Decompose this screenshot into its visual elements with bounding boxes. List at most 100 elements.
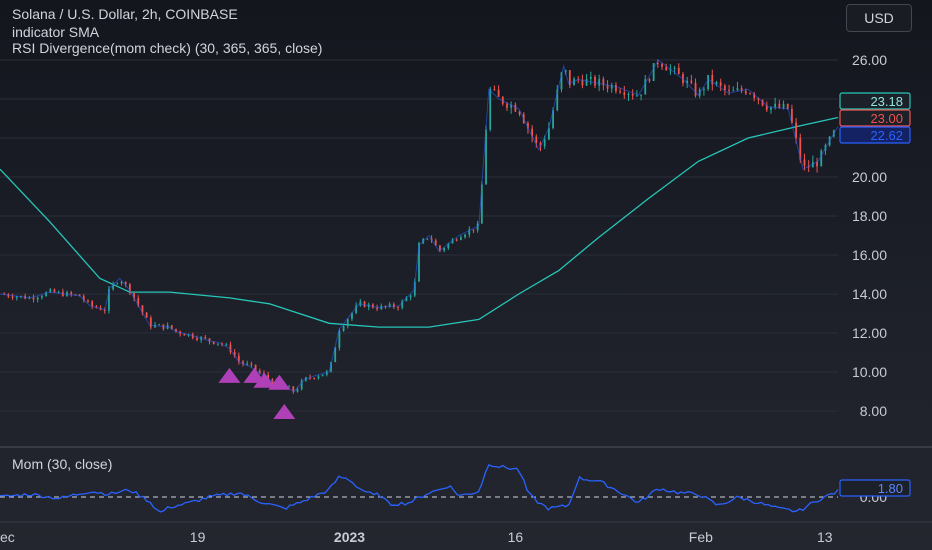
candle-body bbox=[133, 293, 135, 299]
candle-body bbox=[237, 355, 240, 362]
candle-body bbox=[816, 161, 818, 167]
marker-layer bbox=[218, 367, 296, 419]
mom-layer bbox=[0, 464, 839, 513]
candle-body bbox=[665, 66, 668, 71]
candle-body bbox=[455, 239, 458, 241]
candle-body bbox=[74, 294, 77, 296]
candle-body bbox=[120, 282, 123, 284]
candle-body bbox=[208, 338, 211, 342]
candle-body bbox=[141, 305, 144, 313]
candle-body bbox=[418, 243, 420, 282]
candle-body bbox=[711, 74, 714, 85]
candle-body bbox=[497, 89, 500, 97]
mom-value-tag: 1.80 bbox=[878, 481, 903, 496]
x-tick-label: 19 bbox=[190, 529, 206, 545]
candle-body bbox=[619, 91, 622, 93]
candle-body bbox=[363, 301, 366, 308]
candle-body bbox=[355, 305, 358, 313]
candle-body bbox=[103, 309, 106, 311]
candle-body bbox=[36, 297, 39, 300]
candle-body bbox=[765, 105, 768, 110]
candle-body bbox=[652, 63, 655, 81]
candle-body bbox=[409, 295, 412, 298]
sma-layer bbox=[0, 116, 839, 328]
candle-body bbox=[535, 136, 538, 143]
candle-body bbox=[300, 380, 303, 390]
y-tick-label: 20.00 bbox=[852, 169, 887, 185]
price-line bbox=[0, 59, 839, 393]
candle-body bbox=[799, 137, 802, 160]
candle-body bbox=[723, 85, 726, 91]
y-tick-label: 14.00 bbox=[852, 286, 887, 302]
divergence-marker bbox=[253, 372, 276, 388]
candle-body bbox=[673, 67, 676, 69]
candle-body bbox=[401, 301, 404, 308]
candle-body bbox=[589, 76, 592, 79]
candle-body bbox=[439, 245, 441, 251]
indicator-rsi-divergence-label[interactable]: RSI Divergence(mom check) (30, 365, 365,… bbox=[12, 40, 323, 56]
candle-body bbox=[770, 106, 772, 110]
candle-body bbox=[736, 88, 739, 91]
candle-body bbox=[560, 72, 563, 90]
candle-body bbox=[405, 297, 408, 302]
candle-body bbox=[728, 90, 730, 92]
candle-body bbox=[686, 80, 689, 84]
candle-body bbox=[112, 283, 115, 290]
rsi-price-tag-box bbox=[839, 126, 911, 144]
candle-body bbox=[225, 344, 228, 346]
candle-body bbox=[778, 103, 781, 108]
candle-body bbox=[749, 93, 751, 95]
candle-body bbox=[392, 304, 395, 308]
candle-body bbox=[338, 330, 341, 348]
candle-body bbox=[581, 79, 584, 86]
candle-body bbox=[677, 67, 680, 75]
candle-body bbox=[518, 111, 521, 115]
candle-body bbox=[753, 93, 756, 99]
candle-body bbox=[635, 95, 638, 97]
candle-body bbox=[233, 352, 236, 356]
candle-body bbox=[694, 82, 697, 96]
candle-body bbox=[707, 74, 710, 90]
candle-body bbox=[15, 296, 18, 298]
candle-body bbox=[426, 238, 429, 240]
candle-body bbox=[485, 129, 487, 185]
candle-body bbox=[45, 292, 47, 297]
momentum-title: Mom (30, close) bbox=[12, 456, 113, 472]
indicator-sma-label[interactable]: indicator SMA bbox=[12, 24, 100, 40]
candle-body bbox=[661, 63, 663, 67]
candle-body bbox=[321, 374, 324, 377]
candle-body bbox=[472, 229, 475, 231]
currency-button[interactable]: USD bbox=[846, 4, 912, 32]
candle-body bbox=[501, 96, 504, 104]
candle-body bbox=[460, 237, 462, 240]
candle-body bbox=[70, 292, 73, 295]
candle-body bbox=[267, 374, 270, 380]
rsi-price-tag: 22.62 bbox=[870, 128, 903, 143]
candle-body bbox=[602, 79, 605, 86]
grid-layer bbox=[0, 59, 932, 523]
candle-body bbox=[795, 122, 797, 138]
candle-body bbox=[782, 103, 785, 108]
candle-body bbox=[384, 305, 387, 307]
tag-layer: 23.18 23.00 22.62 1.80 bbox=[839, 92, 911, 497]
candle-body bbox=[11, 296, 14, 298]
candle-body bbox=[594, 76, 596, 86]
candle-body bbox=[585, 78, 588, 86]
candle-body bbox=[250, 363, 253, 365]
candle-body bbox=[732, 90, 735, 92]
candle-body bbox=[82, 296, 85, 301]
price-layer bbox=[0, 59, 839, 393]
candle-body bbox=[229, 344, 232, 353]
candle-body bbox=[175, 328, 177, 332]
y-tick-label: 10.00 bbox=[852, 364, 887, 380]
candle-body bbox=[744, 90, 747, 94]
candle-body bbox=[820, 150, 823, 167]
candle-body bbox=[527, 123, 529, 129]
candle-body bbox=[761, 99, 764, 106]
candle-body bbox=[330, 362, 332, 372]
candle-body bbox=[606, 85, 609, 89]
candle-body bbox=[49, 289, 52, 293]
divergence-marker bbox=[268, 374, 291, 390]
candle-body bbox=[87, 300, 89, 302]
